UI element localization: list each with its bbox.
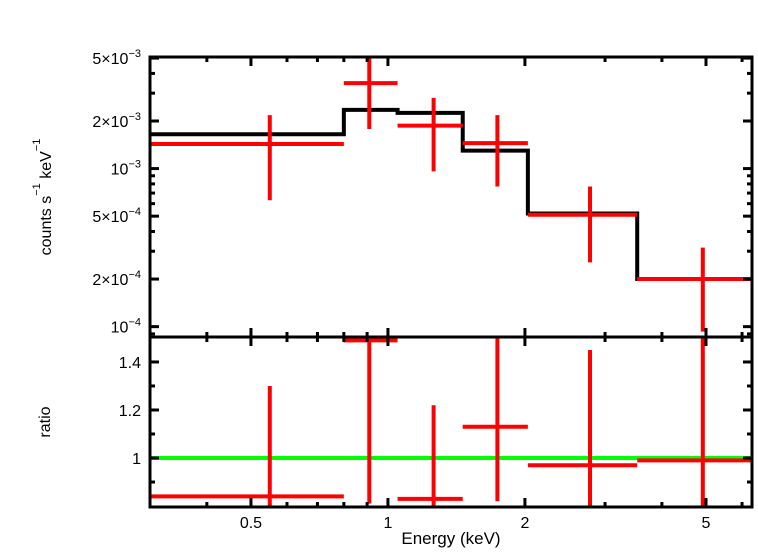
y-tick-label: 1 bbox=[132, 451, 141, 468]
y-axis-label-ratio: ratio bbox=[37, 406, 54, 438]
ratio-y-tick-labels: 1.4 1.2 1 bbox=[119, 355, 141, 468]
ratio-y-ticks bbox=[150, 360, 752, 484]
model-step-line bbox=[150, 107, 752, 282]
y-tick-label: 1.4 bbox=[119, 355, 141, 372]
spectrum-data-point bbox=[343, 57, 398, 129]
ratio-data-point bbox=[637, 337, 752, 507]
spectrum-y-ticks bbox=[150, 56, 752, 336]
x-axis-label: Energy (keV) bbox=[401, 529, 501, 548]
x-axis-ticks bbox=[205, 57, 744, 507]
x-tick-label: 5 bbox=[702, 515, 711, 532]
spectrum-data-point bbox=[527, 186, 638, 263]
spectrum-panel bbox=[150, 57, 752, 332]
ratio-data-points bbox=[150, 337, 752, 507]
x-tick-labels: 0.5 1 2 5 bbox=[240, 515, 711, 532]
y-axis-label-counts: counts s−1 keV−1 bbox=[30, 138, 56, 256]
ratio-data-point bbox=[397, 405, 463, 507]
x-tick-label: 1 bbox=[383, 515, 392, 532]
spectrum-data-point bbox=[150, 115, 344, 201]
x-tick-label: 2 bbox=[520, 515, 529, 532]
y-tick-label: 1.2 bbox=[119, 403, 141, 420]
spectrum-data-points bbox=[150, 57, 752, 332]
ratio-frame bbox=[148, 335, 754, 509]
ratio-data-point bbox=[527, 349, 638, 507]
spectrum-data-point bbox=[637, 247, 752, 332]
spectrum-data-point bbox=[462, 115, 528, 187]
ratio-panel bbox=[150, 337, 752, 507]
x-tick-label: 0.5 bbox=[240, 515, 262, 532]
spectrum-data-point bbox=[397, 97, 463, 172]
ratio-data-point bbox=[462, 337, 528, 502]
